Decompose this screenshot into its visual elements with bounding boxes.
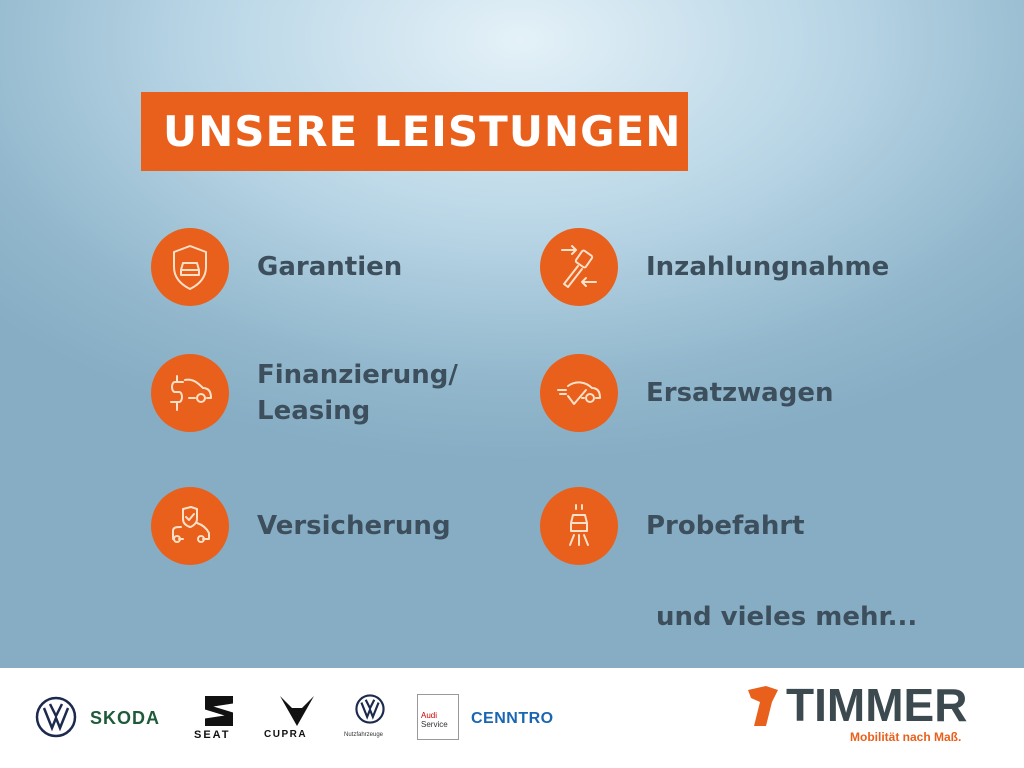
more-text: und vieles mehr... bbox=[656, 602, 918, 632]
vw-nutzfahrzeuge-logo: Nutzfahrzeuge bbox=[344, 732, 384, 738]
page-title: UNSERE LEISTUNGEN bbox=[141, 92, 688, 171]
seat-logo: SEAT bbox=[194, 729, 231, 741]
service-garantien: Garantien bbox=[151, 228, 402, 306]
service-label: Garantien bbox=[257, 252, 403, 282]
timmer-logo-icon bbox=[748, 686, 778, 726]
skoda-logo: SKODA bbox=[90, 708, 161, 728]
service-label: Probefahrt bbox=[646, 511, 805, 541]
service-label: Versicherung bbox=[257, 511, 451, 541]
service-probefahrt: Probefahrt bbox=[540, 487, 805, 565]
cenntro-logo: CENNTRO bbox=[471, 710, 554, 727]
audi-service-logo: Audi Service bbox=[417, 694, 459, 740]
service-ersatzwagen: Ersatzwagen bbox=[540, 354, 833, 432]
cupra-logo-icon bbox=[280, 696, 314, 726]
service-versicherung: Versicherung bbox=[151, 487, 451, 565]
vw-logo-icon bbox=[35, 696, 77, 738]
service-finanzierung: Finanzierung/Leasing bbox=[151, 354, 458, 432]
dollar-car-icon bbox=[151, 354, 229, 432]
shield-car-icon bbox=[151, 228, 229, 306]
hero-background: UNSERE LEISTUNGEN Garantien Inzahlungnah… bbox=[0, 0, 1024, 668]
service-label: Inzahlungnahme bbox=[646, 252, 890, 282]
shield-check-car-icon bbox=[151, 487, 229, 565]
service-inzahlungnahme: Inzahlungnahme bbox=[540, 228, 889, 306]
vw-nutzfahrzeuge-logo-icon bbox=[355, 694, 385, 724]
brand-logo-bar: SKODA SEAT CUPRA Nutzfahrzeuge Audi Servi… bbox=[0, 668, 1024, 768]
timmer-slogan: Mobilität nach Maß. bbox=[850, 730, 962, 744]
service-label: Ersatzwagen bbox=[646, 378, 834, 408]
key-exchange-icon bbox=[540, 228, 618, 306]
cupra-logo: CUPRA bbox=[264, 729, 308, 740]
timmer-logo: TIMMER bbox=[786, 679, 968, 731]
seat-logo-icon bbox=[205, 696, 233, 726]
car-check-icon bbox=[540, 354, 618, 432]
service-label: Finanzierung/Leasing bbox=[257, 360, 458, 426]
car-headlights-icon bbox=[540, 487, 618, 565]
